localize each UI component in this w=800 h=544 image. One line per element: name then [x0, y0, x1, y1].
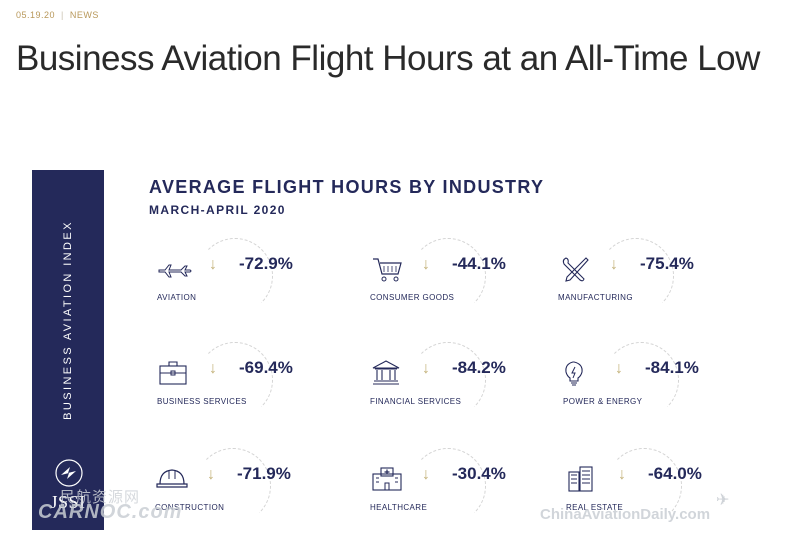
industry-label: AVIATION	[157, 293, 197, 302]
jssi-logo: JSSI	[50, 492, 86, 512]
infographic-title: AVERAGE FLIGHT HOURS BY INDUSTRY	[149, 177, 545, 197]
industry-label: POWER & ENERGY	[563, 397, 643, 406]
watermark-carnoc: CARNOC.com	[38, 501, 183, 523]
industry-label: FINANCIAL SERVICES	[370, 397, 462, 406]
industry-label: HEALTHCARE	[370, 503, 428, 512]
decorative-arc	[598, 238, 674, 314]
industry-card: ↓ -72.9% AVIATION	[157, 236, 347, 316]
down-arrow-icon: ↓	[618, 466, 626, 483]
decorative-arc	[410, 448, 486, 524]
decorative-arc	[197, 342, 273, 418]
industry-label: CONSUMER GOODS	[370, 293, 455, 302]
industry-value: -84.2%	[452, 358, 506, 377]
industry-label: CONSTRUCTION	[155, 503, 225, 512]
airplane-icon	[157, 254, 193, 284]
jssi-emblem-icon	[55, 459, 83, 487]
infographic-subtitle: MARCH-APRIL 2020	[149, 203, 286, 217]
industry-card: ↓ -71.9% CONSTRUCTION	[155, 446, 345, 526]
down-arrow-icon: ↓	[422, 360, 430, 377]
industry-card: ↓ -84.2% FINANCIAL SERVICES	[370, 340, 560, 420]
industry-card: ↓ -69.4% BUSINESS SERVICES	[157, 340, 347, 420]
sidebar-vertical-title: BUSINESS AVIATION INDEX	[62, 220, 74, 420]
industry-value: -64.0%	[648, 464, 702, 483]
down-arrow-icon: ↓	[209, 256, 217, 273]
down-arrow-icon: ↓	[615, 360, 623, 377]
down-arrow-icon: ↓	[207, 466, 215, 483]
shopping-cart-icon	[370, 254, 406, 284]
industry-label: MANUFACTURING	[558, 293, 633, 302]
down-arrow-icon: ↓	[209, 360, 217, 377]
watermark-cn: 民航资源网	[60, 489, 141, 506]
watermark-right: ChinaAviationDaily.com	[540, 506, 711, 523]
meta-separator: |	[61, 10, 64, 20]
decorative-arc	[197, 238, 273, 314]
article-meta: 05.19.20 | NEWS	[16, 10, 99, 20]
industry-card: ↓ -30.4% HEALTHCARE	[370, 446, 560, 526]
category-link[interactable]: NEWS	[69, 10, 99, 20]
industry-card: ↓ -64.0% REAL ESTATE	[566, 446, 756, 526]
industry-card: ↓ -84.1% POWER & ENERGY	[563, 340, 753, 420]
industry-value: -71.9%	[237, 464, 291, 483]
industry-value: -69.4%	[239, 358, 293, 377]
down-arrow-icon: ↓	[422, 466, 430, 483]
decorative-arc	[410, 238, 486, 314]
industry-value: -72.9%	[239, 254, 293, 273]
index-sidebar: BUSINESS AVIATION INDEX JSSI	[32, 170, 104, 530]
industry-value: -44.1%	[452, 254, 506, 273]
industry-label: BUSINESS SERVICES	[157, 397, 247, 406]
industry-value: -84.1%	[645, 358, 699, 377]
watermark-plane-icon: ✈	[716, 492, 730, 509]
industry-value: -30.4%	[452, 464, 506, 483]
article-headline: Business Aviation Flight Hours at an All…	[16, 39, 760, 78]
down-arrow-icon: ↓	[422, 256, 430, 273]
decorative-arc	[195, 448, 271, 524]
decorative-arc	[606, 448, 682, 524]
buildings-icon	[566, 464, 602, 494]
down-arrow-icon: ↓	[610, 256, 618, 273]
decorative-arc	[603, 342, 679, 418]
decorative-arc	[410, 342, 486, 418]
hospital-icon	[370, 464, 406, 494]
tools-icon	[558, 254, 594, 284]
industry-value: -75.4%	[640, 254, 694, 273]
bank-icon	[370, 358, 406, 388]
industry-card: ↓ -75.4% MANUFACTURING	[558, 236, 748, 316]
briefcase-icon	[157, 358, 193, 388]
hard-hat-icon	[155, 464, 191, 494]
industry-card: ↓ -44.1% CONSUMER GOODS	[370, 236, 560, 316]
lightbulb-icon	[563, 358, 599, 388]
publish-date: 05.19.20	[16, 10, 56, 20]
industry-label: REAL ESTATE	[566, 503, 624, 512]
